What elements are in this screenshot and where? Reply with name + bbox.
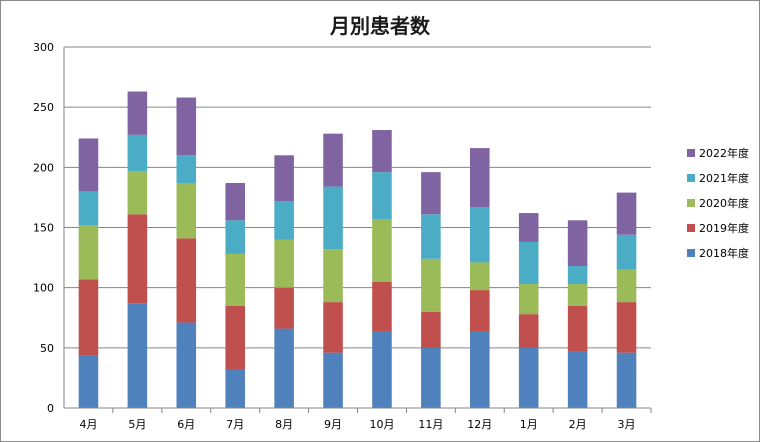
bar-segment [470,148,490,208]
bar-segment [567,305,588,352]
bar-segment [274,287,294,329]
chart-title: 月別患者数 [330,14,430,38]
bar-segment [518,284,539,315]
x-tick-label: 4月 [79,418,97,431]
bar-segment [274,201,294,240]
bar-segment [421,311,441,348]
y-tick-label: 150 [33,222,54,235]
bar-segment [567,351,588,408]
legend-swatch [687,199,695,207]
x-tick-label: 9月 [324,418,342,431]
x-tick-label: 10月 [369,418,394,431]
y-tick-label: 200 [33,161,54,174]
bar-segment [470,330,490,408]
bar-segment [323,302,343,353]
legend-label: 2018年度 [699,246,749,260]
bar-segment [470,207,490,263]
legend-swatch [687,224,695,232]
bar-segment [518,314,539,348]
bar-segment [372,330,392,408]
bar-segment [470,290,490,331]
x-tick-label: 8月 [275,418,293,431]
bar-segment [372,219,392,282]
bar-segment [616,302,637,353]
bar-segment [176,155,197,183]
bar-segment [78,279,99,356]
x-tick-label: 11月 [418,418,443,431]
bar-segment [127,303,148,408]
x-tick-label: 2月 [569,418,587,431]
y-tick-label: 250 [33,101,54,114]
bar-segment [421,172,441,215]
legend-label: 2022年度 [699,146,749,160]
gridlines [64,46,651,349]
bar-segment [372,172,392,220]
bar-segment [78,355,99,408]
axes: 0 50 100 150 200 250 300 4月 5月 6月 7月 8月 9月 10月 11月 12月 1… [33,41,652,431]
bar-segment [616,234,637,270]
bar-segment [470,262,490,291]
bar-segment [323,352,343,408]
bars [78,91,637,408]
bar-segment [127,170,148,215]
bar-segment [176,182,197,239]
bar-segment [78,191,99,226]
bar-segment [323,249,343,303]
legend-label: 2020年度 [699,196,749,210]
x-tick-label: 12月 [467,418,492,431]
bar-segment [176,238,197,323]
bar-segment [616,192,637,235]
legend: 2022年度 2021年度 2020年度 2019年度 2018年度 [687,146,749,260]
bar-segment [176,97,197,156]
bar-segment [518,241,539,285]
legend-label: 2019年度 [699,221,749,235]
bar-segment [616,352,637,408]
bar-segment [421,258,441,312]
legend-label: 2021年度 [699,171,749,185]
bar-segment [567,220,588,267]
bar-segment [127,134,148,171]
bar-segment [225,220,245,254]
legend-swatch [687,174,695,182]
x-tick-label: 3月 [618,418,636,431]
bar-segment [421,347,441,408]
bar-segment [421,214,441,259]
bar-segment [567,266,588,285]
bar-segment [78,138,99,192]
bar-segment [567,284,588,306]
bar-segment [518,213,539,242]
bar-segment [225,305,245,370]
legend-swatch [687,149,695,157]
x-tick-label: 6月 [177,418,195,431]
bar-segment [323,186,343,250]
bar-segment [127,214,148,304]
x-tick-label: 5月 [128,418,146,431]
bar-segment [372,130,392,173]
bar-segment [274,239,294,288]
bar-segment [225,369,245,408]
bar-segment [372,281,392,331]
bar-segment [323,133,343,187]
bar-segment [274,328,294,408]
y-tick-label: 300 [33,41,54,54]
bar-segment [78,225,99,280]
legend-swatch [687,249,695,257]
bar-segment [518,347,539,408]
bar-segment [616,269,637,303]
bar-segment [127,91,148,135]
y-tick-label: 100 [33,282,54,295]
bar-segment [274,155,294,202]
y-tick-label: 50 [40,342,54,355]
y-tick-label: 0 [47,402,54,415]
bar-segment [176,322,197,408]
bar-segment [225,182,245,221]
bar-segment [225,253,245,306]
x-tick-label: 7月 [226,418,244,431]
x-tick-label: 1月 [520,418,538,431]
